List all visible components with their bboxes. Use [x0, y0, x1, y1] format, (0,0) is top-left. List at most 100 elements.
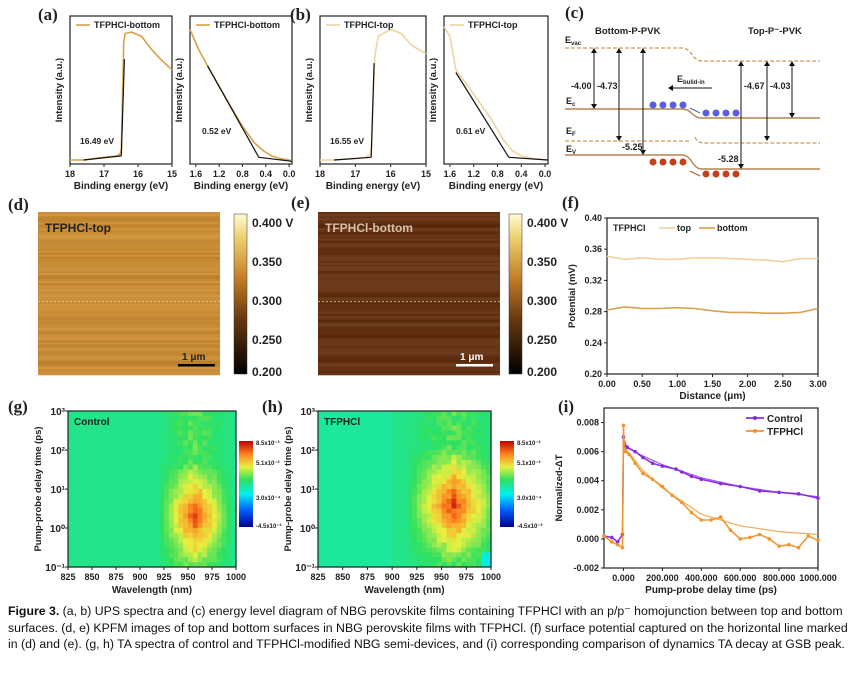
heatmap-cell	[382, 537, 388, 544]
heatmap-cell	[347, 552, 354, 558]
heatmap-cell	[387, 459, 393, 466]
built-in-field-label: Ebulid-in	[677, 74, 705, 86]
heatmap-cell	[221, 479, 227, 485]
heatmap-cell	[144, 420, 151, 427]
heatmap-cell	[207, 503, 213, 510]
heatmap-cell	[168, 513, 175, 519]
heatmap-cell	[111, 411, 117, 417]
heatmap-cell	[87, 513, 93, 519]
heatmap-cell	[130, 523, 136, 529]
heatmap-cell	[197, 513, 203, 519]
heatmap-cell	[431, 537, 438, 544]
heatmap-cell	[207, 547, 213, 553]
heatmap-cell	[87, 445, 93, 451]
heatmap-cell	[68, 489, 74, 495]
heatmap-cell	[87, 528, 93, 534]
heatmap-cell	[426, 523, 433, 529]
heatmap-cell	[192, 435, 199, 441]
heatmap-cell	[120, 459, 127, 466]
x-tick-label: 950	[434, 572, 449, 582]
heatmap-cell	[392, 508, 398, 514]
heatmap-cell	[342, 518, 349, 524]
heatmap-cell	[120, 425, 127, 432]
heatmap-cell	[149, 445, 155, 451]
heatmap-cell	[327, 542, 334, 549]
heatmap-cell	[168, 528, 175, 534]
heatmap-cell	[68, 547, 74, 553]
heatmap-cell	[332, 547, 339, 553]
heatmap-cell	[347, 464, 354, 471]
heatmap-cell	[135, 484, 141, 490]
heatmap-cell	[402, 454, 408, 461]
heatmap-cell	[96, 435, 103, 441]
heatmap-cell	[101, 557, 107, 563]
kpfm-scan-row	[38, 322, 220, 325]
heatmap-cell	[322, 411, 329, 417]
kpfm-scan-row	[38, 362, 220, 366]
heatmap-cell	[407, 537, 413, 544]
heatmap-cell	[178, 503, 184, 510]
heatmap-cell	[446, 479, 452, 485]
heatmap-cell	[431, 420, 438, 427]
heatmap-cell	[216, 537, 223, 544]
heatmap-cell	[164, 498, 170, 505]
heatmap-cell	[471, 513, 477, 519]
heatmap-cell	[116, 562, 122, 568]
heatmap-label: Control	[74, 417, 110, 428]
heatmap-cell	[159, 537, 165, 544]
heatmap-cell	[212, 454, 218, 461]
kpfm-scan-row	[318, 313, 500, 317]
ef-top-value: -4.67	[744, 81, 765, 91]
heatmap-cell	[411, 435, 418, 441]
heatmap-cell	[87, 552, 93, 558]
kpfm-scan-row	[38, 260, 220, 264]
valence-band-line	[565, 154, 820, 170]
kpfm-scan-row	[38, 214, 220, 217]
heatmap-cell	[116, 503, 122, 510]
heatmap-cell	[466, 420, 472, 427]
heatmap-cell	[407, 454, 413, 461]
data-point	[699, 518, 704, 522]
heatmap-cell	[135, 474, 141, 480]
heatmap-cell	[426, 503, 433, 510]
heatmap-cell	[481, 415, 487, 422]
heatmap-cell	[221, 489, 227, 495]
y-tick-label: -0.002	[573, 563, 599, 573]
heatmap-cell	[149, 420, 155, 427]
heatmap-cell	[461, 547, 467, 553]
heatmap-cell	[362, 532, 368, 539]
heatmap-cell	[178, 450, 184, 456]
heatmap-cell	[367, 557, 373, 563]
heatmap-cell	[154, 450, 160, 456]
heatmap-cell	[87, 532, 93, 539]
heatmap-cell	[68, 503, 74, 510]
heatmap-cell	[382, 445, 388, 451]
heatmap-cell	[72, 508, 79, 514]
heatmap-cell	[72, 542, 79, 549]
heatmap-cell	[318, 513, 324, 519]
heatmap-cell	[461, 415, 467, 422]
heatmap-cell	[231, 518, 237, 524]
heatmap-cell	[426, 547, 433, 553]
heatmap-cell	[192, 532, 199, 539]
heatmap-cell	[144, 435, 151, 441]
heatmap-cell	[397, 508, 403, 514]
x-tick-label: 17	[350, 169, 360, 179]
heatmap-cell	[318, 425, 324, 432]
heatmap-cell	[140, 528, 146, 534]
heatmap-cell	[466, 523, 472, 529]
heatmap-cell	[135, 537, 141, 544]
heatmap-cell	[441, 562, 448, 568]
x-tick-label: 925	[409, 572, 424, 582]
heatmap-cell	[216, 450, 223, 456]
heatmap-cell	[144, 552, 151, 558]
heatmap-cell	[140, 474, 146, 480]
heatmap-cell	[416, 557, 423, 563]
heatmap-cell	[407, 523, 413, 529]
heatmap-cell	[82, 420, 88, 427]
heatmap-cell	[226, 523, 232, 529]
heatmap-cell	[120, 484, 127, 490]
heatmap-cell	[461, 513, 467, 519]
heatmap-cell	[456, 420, 462, 427]
heatmap-cell	[192, 425, 199, 432]
